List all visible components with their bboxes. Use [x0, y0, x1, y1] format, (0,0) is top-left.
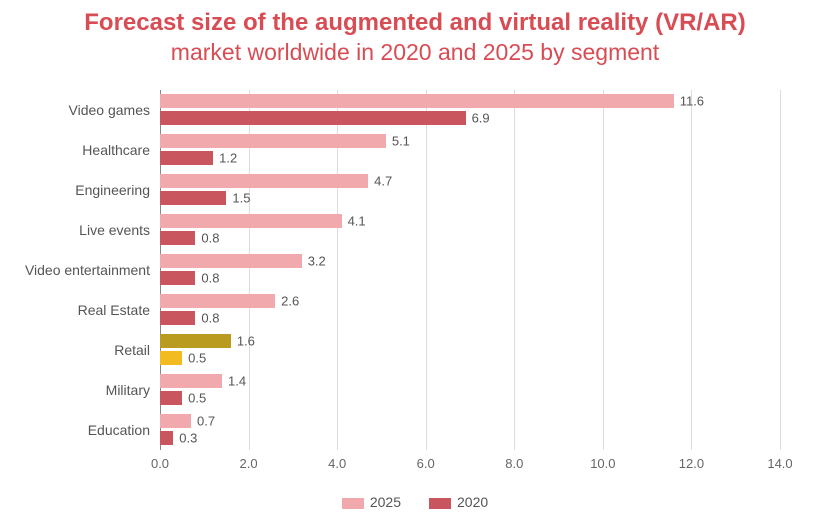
bar-2025: 0.7: [160, 414, 191, 428]
x-axis: 0.02.04.06.08.010.012.014.0: [160, 450, 780, 451]
category-label: Real Estate: [78, 302, 160, 318]
bar-value-label: 3.2: [302, 254, 326, 269]
x-tick-label: 10.0: [590, 456, 615, 471]
category-row: Military1.40.5: [160, 370, 780, 410]
bar-value-label: 4.1: [342, 214, 366, 229]
bar-value-label: 1.2: [213, 151, 237, 166]
bar-value-label: 0.8: [195, 231, 219, 246]
category-label: Video games: [69, 102, 160, 118]
category-label: Healthcare: [82, 142, 160, 158]
bar-2020: 0.8: [160, 311, 195, 325]
bar-2020: 1.5: [160, 191, 226, 205]
plot-area: 0.02.04.06.08.010.012.014.0 Video games1…: [160, 90, 780, 450]
legend-label: 2020: [457, 494, 488, 510]
bar-2020: 1.2: [160, 151, 213, 165]
x-tick-label: 0.0: [151, 456, 169, 471]
category-row: Engineering4.71.5: [160, 170, 780, 210]
bar-value-label: 0.3: [173, 431, 197, 446]
bar-2020: 0.5: [160, 351, 182, 365]
bar-2020: 0.3: [160, 431, 173, 445]
category-row: Healthcare5.11.2: [160, 130, 780, 170]
legend-label: 2025: [370, 494, 401, 510]
bar-2020: 0.8: [160, 231, 195, 245]
bar-value-label: 0.8: [195, 271, 219, 286]
x-tick-label: 12.0: [679, 456, 704, 471]
legend-item: 2020: [429, 494, 488, 510]
category-row: Retail1.60.5: [160, 330, 780, 370]
bar-2020: 0.5: [160, 391, 182, 405]
category-row: Video games11.66.9: [160, 90, 780, 130]
bar-2025: 4.7: [160, 174, 368, 188]
bar-2025: 2.6: [160, 294, 275, 308]
legend: 2025 2020: [0, 494, 830, 510]
bar-2025: 11.6: [160, 94, 674, 108]
bar-value-label: 1.5: [226, 191, 250, 206]
category-label: Education: [88, 422, 160, 438]
bar-2025: 3.2: [160, 254, 302, 268]
bar-value-label: 1.6: [231, 334, 255, 349]
x-tick-label: 6.0: [417, 456, 435, 471]
legend-item: 2025: [342, 494, 401, 510]
chart-title: Forecast size of the augmented and virtu…: [0, 0, 830, 67]
category-label: Military: [106, 382, 160, 398]
category-row: Real Estate2.60.8: [160, 290, 780, 330]
bar-value-label: 2.6: [275, 294, 299, 309]
bar-value-label: 0.5: [182, 351, 206, 366]
category-label: Retail: [114, 342, 160, 358]
x-tick-label: 4.0: [328, 456, 346, 471]
chart-title-line2: market worldwide in 2020 and 2025 by seg…: [0, 38, 830, 67]
category-row: Video entertainment3.20.8: [160, 250, 780, 290]
bar-value-label: 5.1: [386, 134, 410, 149]
x-tick-label: 8.0: [505, 456, 523, 471]
bar-2025: 1.4: [160, 374, 222, 388]
bar-2020: 0.8: [160, 271, 195, 285]
x-tick-label: 14.0: [767, 456, 792, 471]
bar-2025: 4.1: [160, 214, 342, 228]
chart-container: Forecast size of the augmented and virtu…: [0, 0, 830, 518]
x-tick-label: 2.0: [240, 456, 258, 471]
bar-2025: 1.6: [160, 334, 231, 348]
bar-value-label: 4.7: [368, 174, 392, 189]
bar-2020: 6.9: [160, 111, 466, 125]
bar-value-label: 0.8: [195, 311, 219, 326]
category-row: Live events4.10.8: [160, 210, 780, 250]
bar-value-label: 1.4: [222, 374, 246, 389]
bar-value-label: 0.5: [182, 391, 206, 406]
category-label: Engineering: [75, 182, 160, 198]
bar-value-label: 6.9: [466, 111, 490, 126]
gridline: [780, 90, 781, 450]
category-row: Education0.70.3: [160, 410, 780, 450]
category-label: Video entertainment: [25, 262, 160, 278]
bar-value-label: 11.6: [674, 94, 704, 109]
legend-swatch: [429, 498, 451, 509]
bar-value-label: 0.7: [191, 414, 215, 429]
category-label: Live events: [79, 222, 160, 238]
bar-2025: 5.1: [160, 134, 386, 148]
chart-title-line1: Forecast size of the augmented and virtu…: [0, 8, 830, 38]
legend-swatch: [342, 498, 364, 509]
